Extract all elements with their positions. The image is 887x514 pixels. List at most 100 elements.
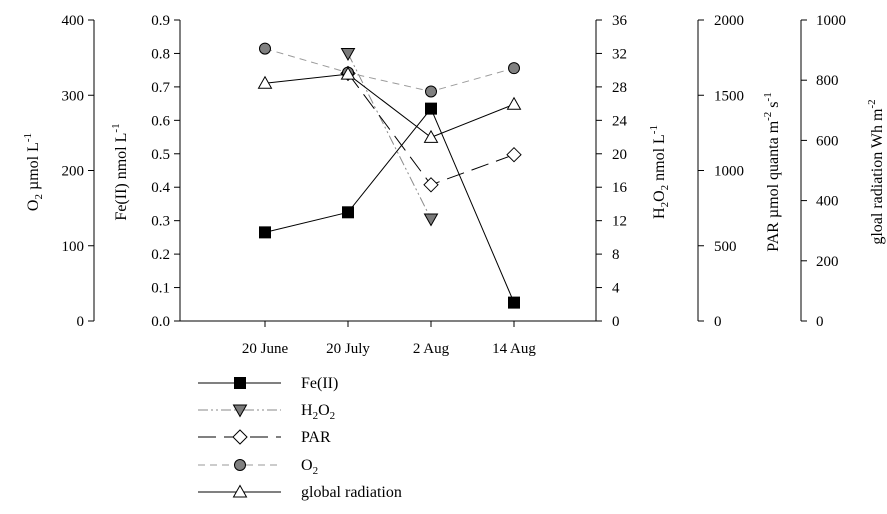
y-tick-label: 8	[612, 247, 620, 263]
data-point	[508, 62, 520, 75]
series-2	[340, 65, 522, 193]
label-part-0: Fe(II) nmol L	[113, 133, 130, 221]
legend-item: O2	[198, 457, 318, 477]
series-line	[264, 48, 515, 93]
y-tick-label: 0	[816, 314, 824, 330]
label-part-0: global radiation	[301, 484, 402, 501]
y-tick-label: 300	[62, 88, 85, 104]
y-axis-label-h2o2: H2O2 nmol L-1	[648, 125, 671, 219]
label-part-1: -1	[110, 123, 122, 132]
y-axis-o2: 0 100 200 300 400 O2 µmol L-1	[22, 13, 95, 330]
label-part-3: -1	[22, 133, 34, 142]
y-tick-label: 0.1	[151, 281, 170, 297]
y-tick-label: 1000	[816, 13, 846, 29]
y-axis-label-fe: Fe(II) nmol L-1	[110, 123, 130, 220]
data-point	[508, 296, 520, 309]
data-point	[257, 75, 273, 89]
data-point	[340, 47, 356, 61]
series-line	[347, 53, 432, 220]
y-tick-label: 36	[612, 13, 628, 29]
data-point	[423, 213, 439, 227]
series-line	[264, 107, 515, 303]
y-tick-label: 200	[816, 254, 839, 270]
y-tick-label: 4	[612, 281, 620, 297]
legend-swatch-marker	[232, 404, 248, 418]
y-tick-label: 100	[62, 239, 85, 255]
y-tick-label: 0.0	[151, 314, 170, 330]
label-part-0: PAR µmol quanta m	[765, 120, 782, 251]
data-point	[423, 129, 439, 143]
label-part-3: 2	[659, 185, 671, 191]
y-tick-label: 2000	[714, 13, 744, 29]
label-part-0: PAR	[301, 429, 331, 446]
y-tick-label: 0.2	[151, 247, 170, 263]
data-point	[342, 206, 354, 219]
y-tick-label: 0.6	[151, 113, 170, 129]
data-point	[425, 102, 437, 115]
legend-swatch-marker	[232, 484, 248, 498]
label-part-2: µmol L	[25, 142, 42, 194]
legend-item: H2O2	[198, 402, 335, 422]
series-line	[264, 73, 515, 138]
y-tick-label: 0	[714, 314, 722, 330]
y-tick-label: 16	[612, 180, 628, 196]
legend-item: Fe(II)	[198, 375, 338, 392]
label-part-1: 2	[33, 194, 45, 200]
y-tick-label: 200	[62, 164, 85, 180]
y-axis-label-par: PAR µmol quanta m-2 s-1	[762, 92, 782, 251]
label-part-3: 2	[330, 410, 336, 422]
y-tick-label: 0.3	[151, 214, 170, 230]
label-part-4: nmol L	[651, 134, 668, 185]
y-tick-label: 400	[62, 13, 85, 29]
data-point	[340, 66, 356, 80]
label-part-0: Fe(II)	[301, 375, 338, 392]
data-point	[506, 146, 522, 163]
legend-label: PAR	[301, 429, 331, 446]
y-tick-label: 32	[612, 46, 627, 62]
y-tick-label: 0	[77, 314, 85, 330]
legend-swatch-marker	[234, 459, 246, 471]
label-part-1: 2	[313, 410, 319, 422]
label-part-1: 2	[659, 202, 671, 208]
y-tick-label: 500	[714, 239, 737, 255]
y-tick-label: 28	[612, 80, 627, 96]
y-axis-fe: 0.0 0.1 0.2 0.3 0.4 0.5 0.6 0.7 0.8 0.9 Fe(II) nmo…	[110, 13, 181, 330]
label-part-1: -2	[866, 99, 878, 108]
legend-swatch-marker	[232, 429, 248, 445]
label-part-2: O	[651, 190, 668, 202]
x-axis-ticks: 20 June 20 July 2 Aug 14 Aug	[242, 321, 536, 357]
x-tick-label: 2 Aug	[413, 341, 450, 357]
legend-label: Fe(II)	[301, 375, 338, 392]
y-tick-label: 400	[816, 194, 839, 210]
y-tick-label: 20	[612, 147, 627, 163]
x-tick-label: 20 July	[326, 341, 370, 357]
y-tick-label: 800	[816, 73, 839, 89]
series-4	[257, 66, 522, 143]
y-tick-label: 24	[612, 113, 628, 129]
data-point	[506, 96, 522, 110]
data-point	[259, 42, 271, 55]
y-tick-label: 0.8	[151, 46, 170, 62]
label-part-0: gloal radiation Wh m	[869, 108, 886, 245]
legend-item: global radiation	[198, 484, 402, 501]
x-tick-label: 14 Aug	[492, 341, 536, 357]
label-part-1: 2	[313, 465, 319, 477]
y-tick-label: 1000	[714, 164, 744, 180]
label-part-0: H	[301, 402, 313, 419]
series-0	[259, 102, 520, 309]
label-part-5: -1	[648, 125, 660, 134]
data-point	[259, 226, 271, 239]
label-part-2: O	[318, 402, 330, 419]
label-part-3: -1	[762, 92, 774, 101]
label-part-2: s	[765, 101, 782, 111]
legend-swatch-marker	[234, 377, 246, 389]
label-part-0: H	[651, 207, 668, 219]
y-tick-label: 1500	[714, 88, 744, 104]
y-tick-label: 0.4	[151, 180, 170, 196]
y-axis-par: 0 500 1000 1500 2000 PAR µmol quanta m-2 s-1	[697, 13, 782, 330]
y-axis-glob: 0 200 400 600 800 1000 gloal radiation Wh m-2	[800, 13, 886, 330]
label-part-1: -2	[762, 112, 774, 121]
